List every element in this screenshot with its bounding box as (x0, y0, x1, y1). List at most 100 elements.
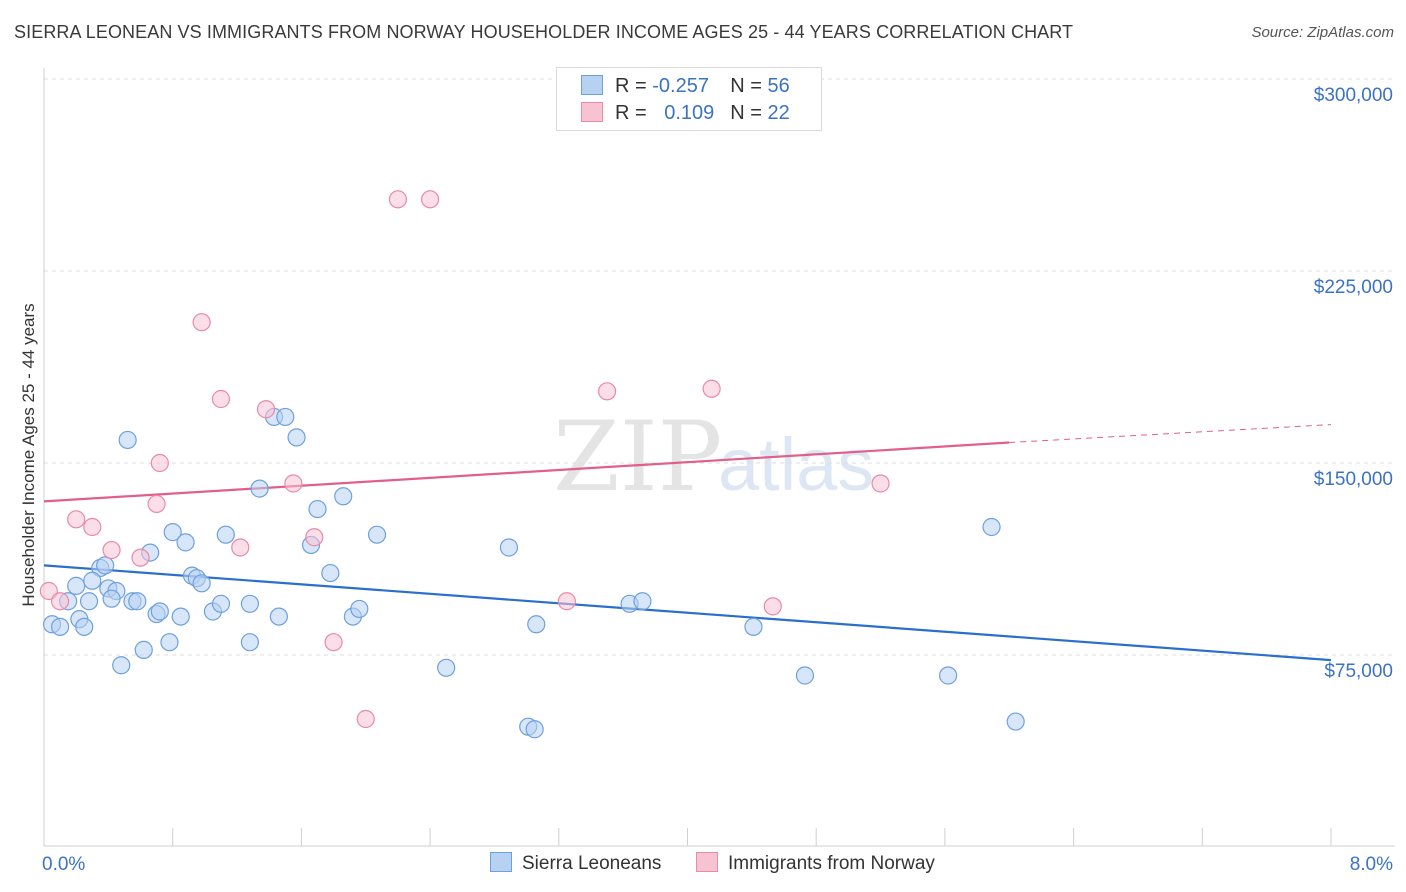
point-norway (763, 597, 782, 616)
point-norway (102, 540, 121, 560)
y-axis-label: Householder Income Ages 25 - 44 years (19, 303, 38, 606)
point-sierra-leonean (160, 633, 179, 652)
legend-swatch-pink (581, 102, 603, 122)
legend-r-value: -0.257 (652, 75, 709, 97)
grid-lines (44, 78, 1395, 656)
point-sierra-leonean (83, 571, 102, 590)
point-sierra-leonean (350, 599, 369, 619)
point-norway (147, 494, 166, 514)
watermark-zip: ZIP (553, 401, 722, 513)
bottom-legend-swatch-blue (490, 852, 512, 872)
point-sierra-leonean (163, 523, 182, 542)
trendline-sierra-leoneans (43, 564, 1332, 662)
bottom-legend-label: Sierra Leoneans (522, 853, 662, 874)
point-sierra-leonean (211, 594, 231, 613)
stats-legend: R = -0.257 N = 56 R = 0.109 N = 22 (556, 67, 822, 131)
bottom-legend-swatch-pink (696, 852, 718, 872)
source-label: Source: ZipAtlas.com (1251, 24, 1394, 41)
bottom-legend-norway: Immigrants from Norway (696, 852, 935, 875)
point-norway (211, 389, 231, 409)
point-sierra-leonean (50, 617, 70, 636)
point-norway (131, 548, 150, 567)
point-sierra-leonean (982, 517, 1001, 537)
point-sierra-leonean (176, 533, 195, 552)
point-sierra-leonean (287, 428, 306, 447)
point-sierra-leonean (118, 430, 137, 450)
point-norway (388, 190, 408, 209)
point-sierra-leonean (79, 592, 99, 611)
point-norway (871, 474, 890, 493)
legend-row-sierra-leoneans: R = -0.257 N = 56 (581, 75, 790, 101)
point-sierra-leonean (525, 720, 544, 739)
point-sierra-leonean (276, 407, 295, 427)
trendline-norway (43, 441, 1010, 503)
x-tick-labels: 0.0% 8.0% (42, 854, 1393, 875)
point-sierra-leonean (437, 658, 456, 677)
legend-swatch-blue (581, 75, 603, 95)
watermark: ZIP atlas (553, 401, 874, 513)
point-norway (702, 379, 721, 398)
point-norway (39, 581, 58, 601)
point-sierra-leonean (134, 640, 153, 659)
legend-r-value: 0.109 (664, 102, 715, 124)
point-sierra-leonean (102, 589, 121, 608)
point-norway (50, 592, 70, 611)
point-sierra-leonean (128, 592, 147, 611)
point-sierra-leonean (150, 602, 169, 621)
trendline-norway (1009, 424, 1332, 444)
y-tick-label: $300,000 (1314, 85, 1393, 106)
point-norway (305, 528, 324, 547)
point-sierra-leonean (499, 538, 519, 557)
point-norway (150, 453, 169, 473)
point-sierra-leonean (240, 594, 260, 613)
point-norway (356, 709, 375, 729)
point-sierra-leonean (308, 499, 327, 519)
point-sierra-leonean (216, 525, 235, 544)
point-sierra-leonean (67, 576, 86, 595)
point-sierra-leonean (269, 607, 288, 626)
point-sierra-leonean (96, 556, 115, 575)
point-sierra-leonean (633, 592, 652, 611)
bottom-legend-sierra-leoneans: Sierra Leoneans (490, 852, 661, 875)
trendlines (43, 424, 1332, 662)
point-sierra-leonean (192, 574, 211, 593)
chart-title: SIERRA LEONEAN VS IMMIGRANTS FROM NORWAY… (14, 22, 1074, 42)
point-norway (231, 538, 250, 557)
point-sierra-leonean (795, 666, 815, 685)
legend-r-label: R = (615, 75, 653, 97)
bottom-legend-label: Immigrants from Norway (728, 853, 935, 874)
point-norway (597, 382, 617, 401)
y-tick-label: $75,000 (1324, 661, 1393, 682)
legend-n-value: 56 (767, 75, 790, 97)
legend-n-value: 22 (767, 102, 790, 124)
legend-n-label: N = (730, 102, 768, 124)
point-sierra-leonean (744, 617, 763, 636)
point-sierra-leonean (939, 666, 958, 685)
point-sierra-leonean (171, 607, 190, 626)
point-sierra-leonean (250, 479, 269, 498)
point-norway (256, 400, 276, 419)
point-norway (83, 517, 102, 537)
point-sierra-leonean (334, 487, 353, 506)
point-norway (67, 510, 86, 529)
legend-n-label: N = (730, 75, 768, 97)
y-tick-label: $150,000 (1314, 469, 1393, 490)
point-norway (557, 592, 576, 611)
point-sierra-leonean (321, 563, 340, 583)
y-tick-labels: $75,000 $150,000 $225,000 $300,000 (1314, 85, 1393, 682)
data-points (39, 190, 1025, 739)
point-sierra-leonean (367, 525, 387, 544)
y-tick-label: $225,000 (1314, 277, 1393, 298)
legend-row-norway: R = 0.109 N = 22 (581, 102, 790, 128)
watermark-atlas: atlas (718, 423, 874, 506)
point-sierra-leonean (75, 617, 94, 636)
point-sierra-leonean (527, 615, 546, 634)
point-norway (421, 190, 440, 209)
legend-r-label: R = (615, 102, 653, 124)
point-sierra-leonean (240, 633, 260, 652)
point-norway (192, 313, 211, 332)
axes (43, 68, 1395, 847)
x-tick-label: 0.0% (42, 854, 85, 875)
point-norway (324, 633, 343, 652)
